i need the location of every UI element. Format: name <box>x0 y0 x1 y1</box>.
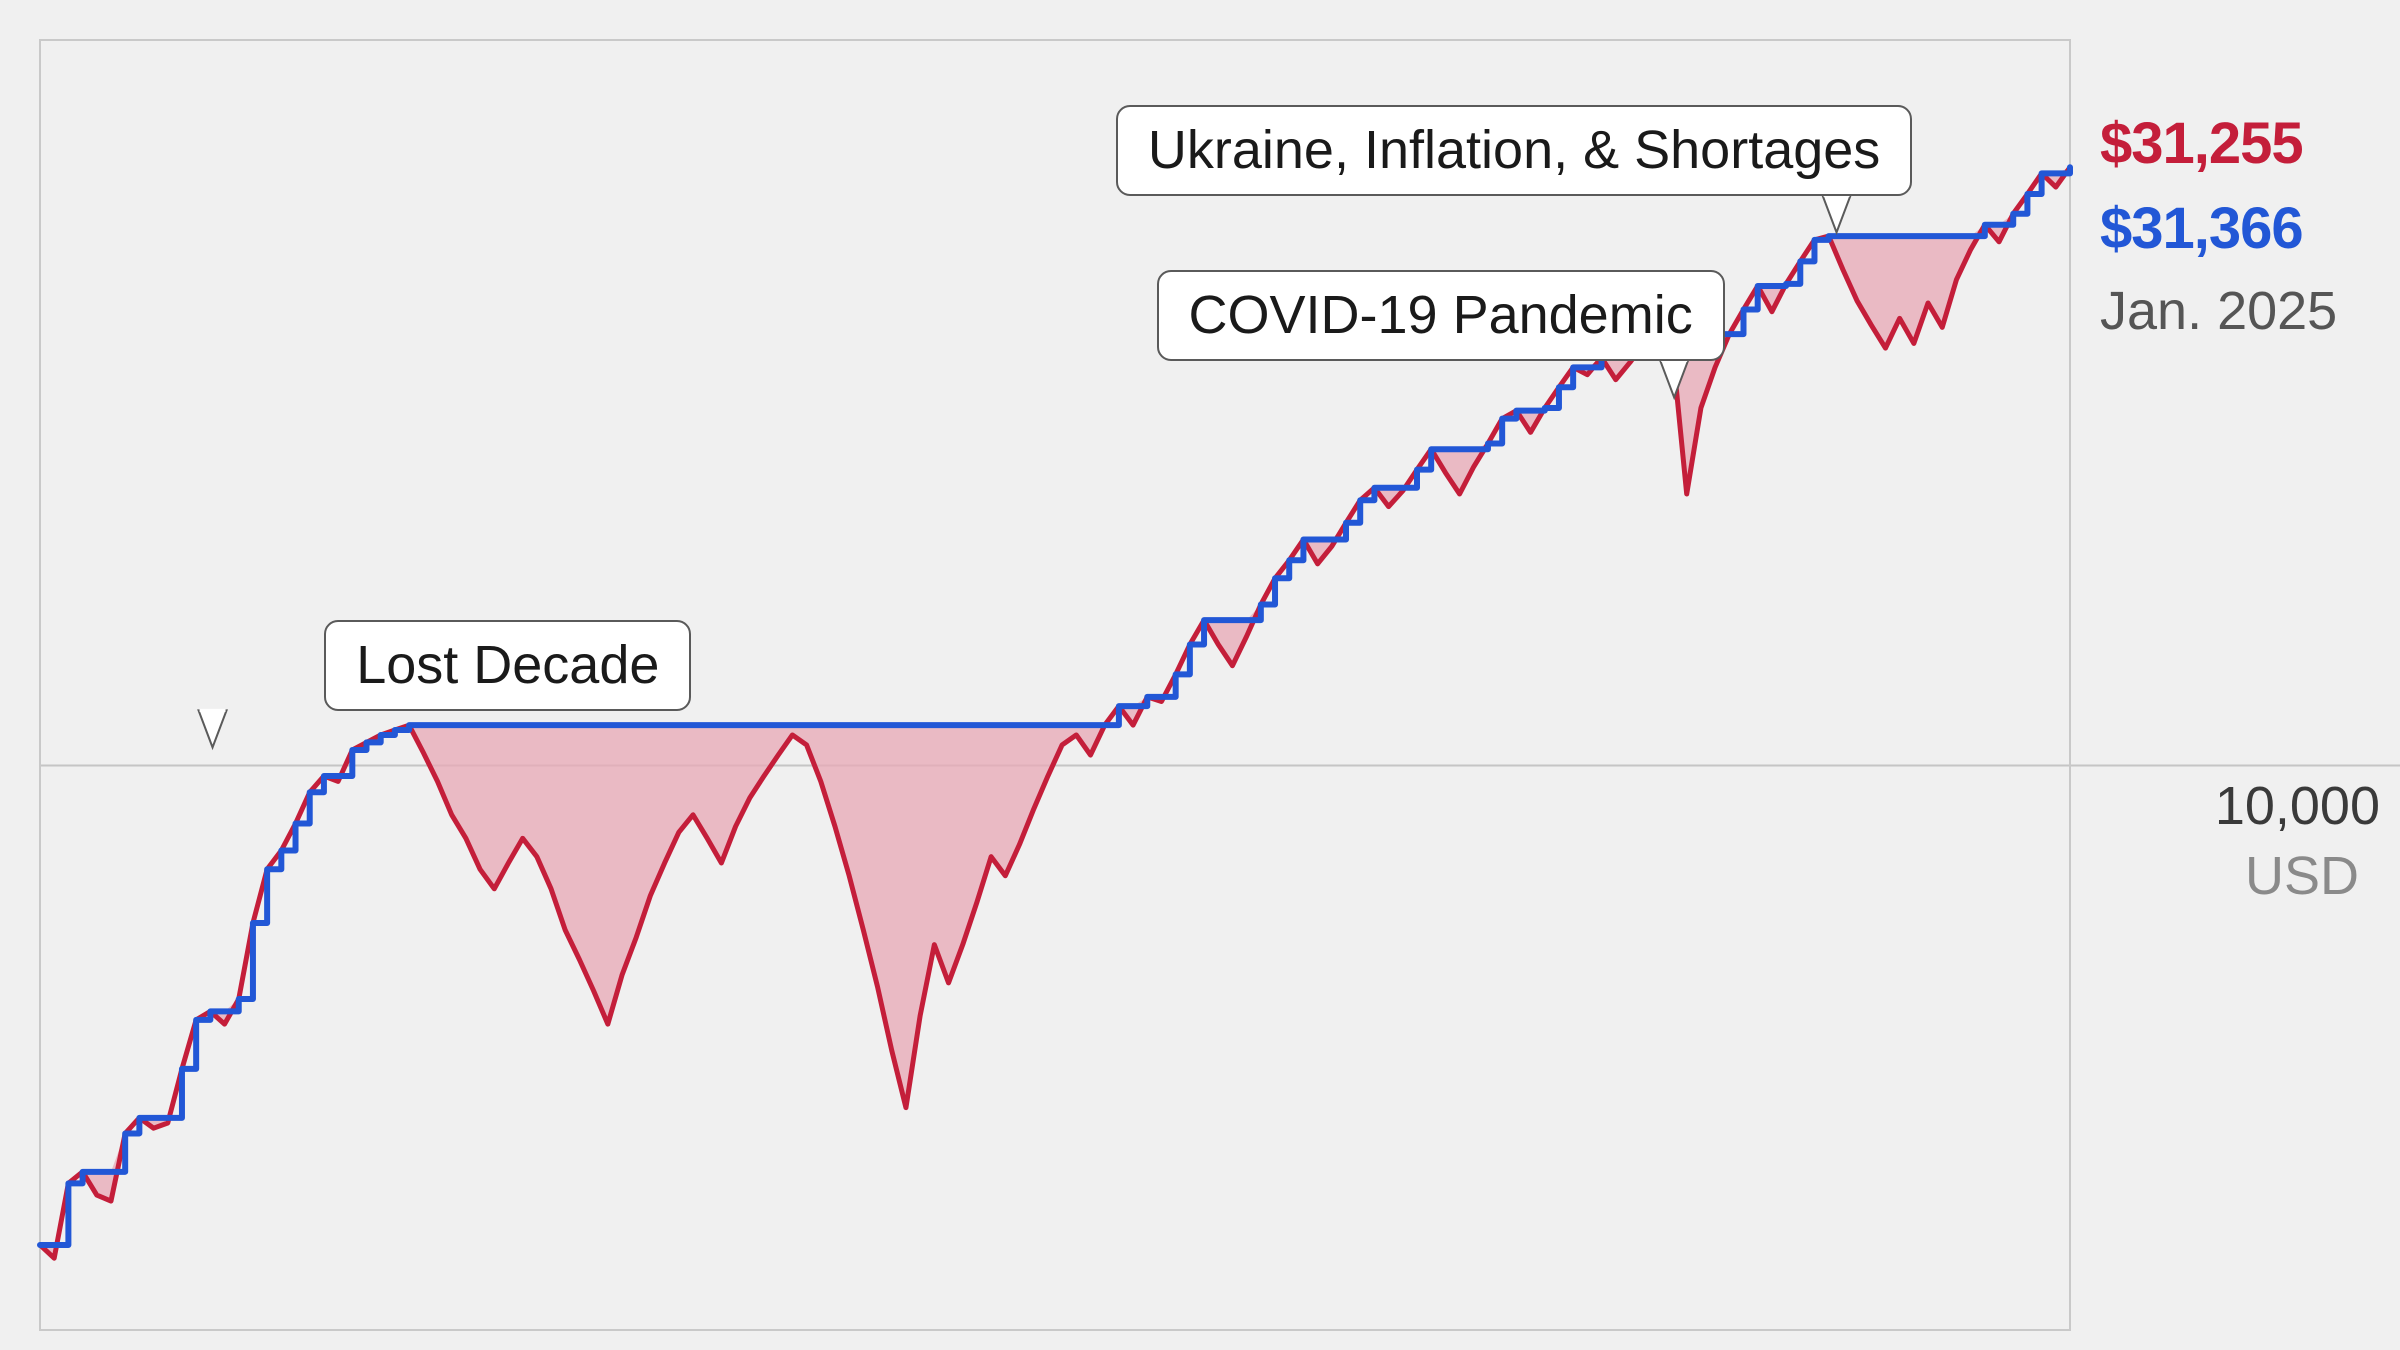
callout-covid: COVID-19 Pandemic <box>1157 270 1725 361</box>
y-tick-label: 10,000 <box>2180 775 2380 837</box>
callout-ukraine-inflation: Ukraine, Inflation, & Shortages <box>1116 105 1912 196</box>
callout-label: Ukraine, Inflation, & Shortages <box>1148 120 1880 180</box>
callout-label: COVID-19 Pandemic <box>1189 285 1693 345</box>
end-value-date: Jan. 2025 <box>2100 280 2337 342</box>
end-value-highwater: $31,366 <box>2100 195 2303 262</box>
callout-lost-decade: Lost Decade <box>324 620 691 711</box>
callout-label: Lost Decade <box>356 635 659 695</box>
end-value-actual: $31,255 <box>2100 110 2303 177</box>
y-unit-label: USD <box>2245 845 2359 907</box>
